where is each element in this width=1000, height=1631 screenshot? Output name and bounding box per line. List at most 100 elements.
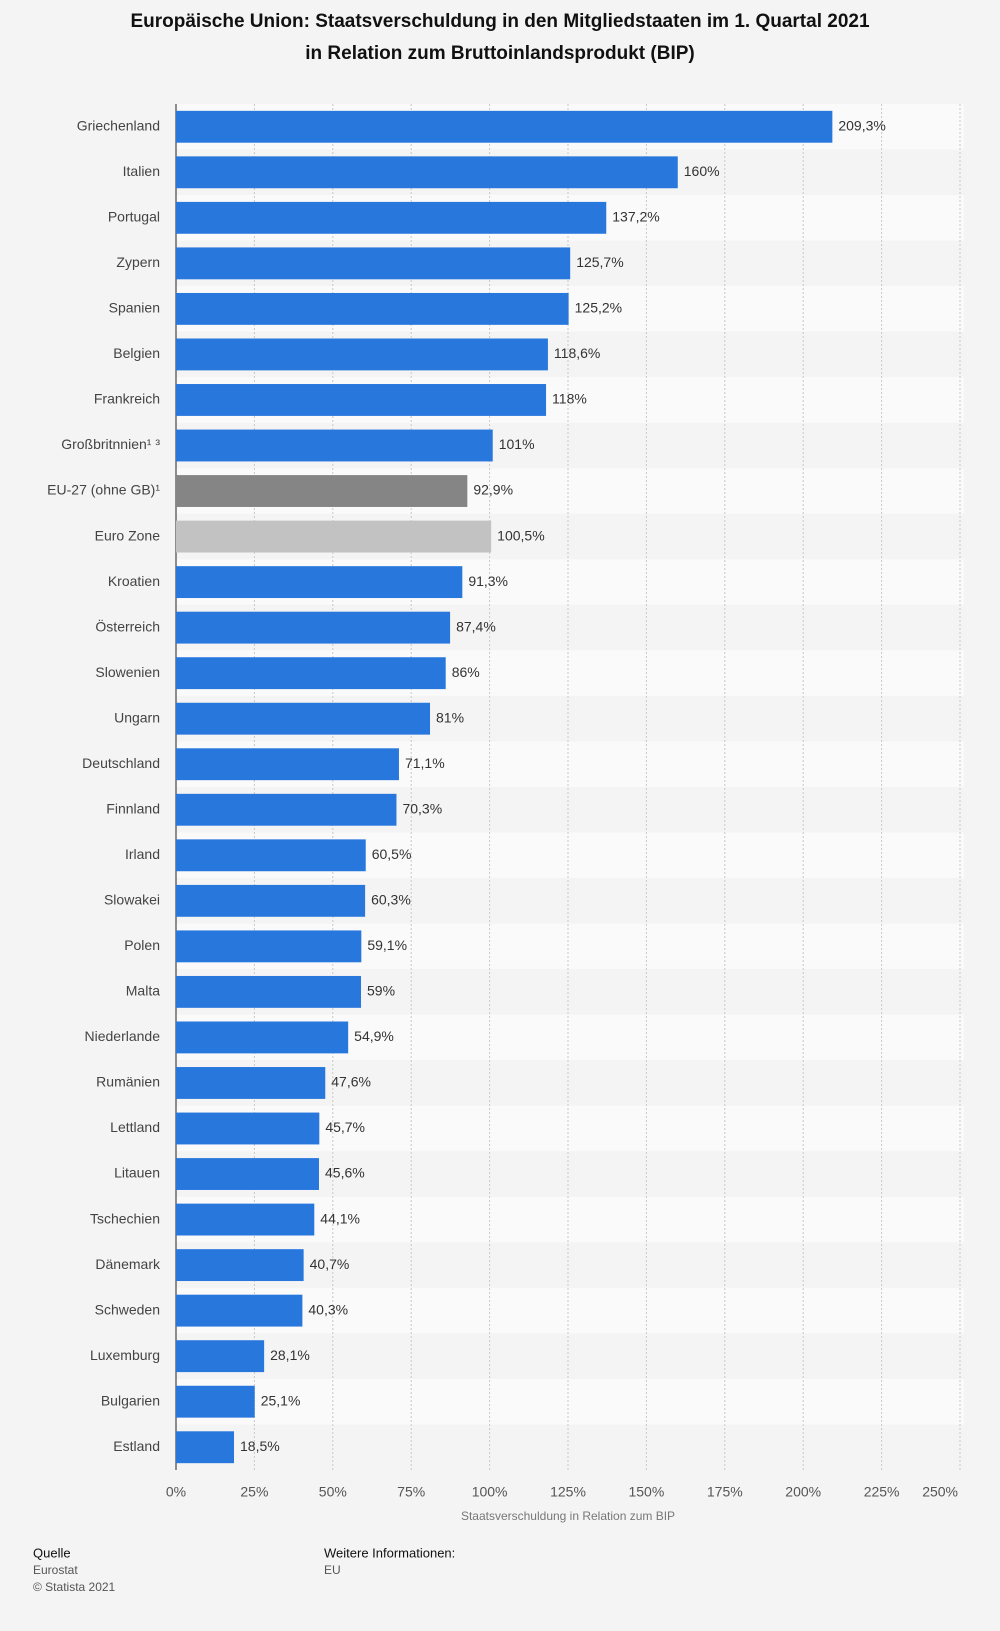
data-label: 60,3% — [371, 892, 411, 908]
chart-title-line: in Relation zum Bruttoinlandsprodukt (BI… — [305, 43, 694, 64]
data-label: 118,6% — [554, 345, 600, 361]
data-label: 47,6% — [331, 1074, 371, 1090]
y-tick-label: Bulgarien — [101, 1392, 160, 1408]
data-label: 209,3% — [838, 117, 885, 133]
data-label: 87,4% — [456, 618, 496, 634]
info-label: Weitere Informationen: — [324, 1545, 455, 1560]
bar — [176, 839, 366, 872]
bar — [176, 338, 548, 371]
bar — [176, 201, 607, 234]
data-label: 25,1% — [261, 1392, 301, 1408]
x-tick-label: 0% — [166, 1484, 186, 1500]
x-tick-label: 175% — [707, 1484, 743, 1500]
y-tick-label: Belgien — [113, 345, 160, 361]
y-tick-label: Malta — [126, 983, 160, 999]
bar — [176, 247, 571, 280]
bar — [176, 566, 463, 599]
bar — [176, 1067, 326, 1099]
y-tick-label: Lettland — [110, 1119, 160, 1135]
y-tick-label: Österreich — [95, 617, 160, 634]
y-tick-label: Luxemburg — [90, 1347, 160, 1363]
bar — [176, 520, 492, 553]
info: EU — [324, 1563, 341, 1577]
bar — [176, 748, 399, 781]
x-tick-label: 200% — [785, 1484, 821, 1500]
y-tick-label: Tschechien — [90, 1210, 160, 1226]
y-tick-label: Dänemark — [95, 1256, 161, 1272]
y-tick-label: EU-27 (ohne GB)¹ — [47, 482, 160, 498]
data-label: 70,3% — [402, 800, 442, 816]
y-tick-label: Finnland — [106, 800, 160, 816]
bar — [176, 384, 547, 416]
y-tick-label: Deutschland — [82, 755, 160, 771]
y-tick-label: Estland — [113, 1438, 160, 1454]
bar — [176, 611, 451, 644]
x-tick-label: 75% — [397, 1484, 425, 1500]
row-stripe — [176, 1242, 964, 1288]
bar — [176, 1021, 349, 1054]
bar — [176, 1431, 235, 1464]
bar — [176, 1158, 320, 1190]
bar — [176, 702, 431, 735]
bar — [176, 429, 493, 462]
row-stripe — [176, 1287, 964, 1334]
bar — [176, 793, 397, 826]
bar — [176, 930, 362, 963]
bar — [176, 1249, 304, 1282]
y-tick-label: Slowenien — [95, 664, 160, 680]
y-tick-label: Griechenland — [77, 117, 160, 133]
y-tick-label: Litauen — [114, 1165, 160, 1181]
x-tick-label: 25% — [240, 1484, 268, 1500]
data-label: 18,5% — [240, 1438, 280, 1454]
y-tick-label: Niederlande — [85, 1028, 161, 1044]
y-tick-label: Irland — [125, 846, 160, 862]
data-label: 86% — [452, 664, 480, 680]
bar — [176, 884, 366, 917]
bar — [176, 1112, 320, 1145]
data-label: 100,5% — [497, 527, 544, 543]
y-tick-label: Italien — [123, 163, 160, 179]
data-label: 45,7% — [325, 1119, 365, 1135]
row-stripe — [176, 1424, 964, 1470]
y-tick-label: Großbritnnien¹ ³ — [61, 436, 160, 452]
data-label: 101% — [499, 436, 535, 452]
x-tick-label: 150% — [628, 1484, 664, 1500]
bar — [176, 975, 362, 1008]
x-tick-label: 125% — [550, 1484, 586, 1500]
source-label: Quelle — [33, 1545, 71, 1560]
y-tick-label: Euro Zone — [95, 527, 161, 543]
y-tick-label: Portugal — [108, 209, 160, 225]
bar — [176, 1340, 265, 1373]
y-tick-label: Rumänien — [96, 1074, 160, 1090]
y-tick-label: Zypern — [116, 254, 160, 270]
data-label: 125,7% — [576, 254, 623, 270]
bar — [176, 156, 678, 189]
y-tick-label: Polen — [124, 937, 160, 953]
bar — [176, 657, 446, 690]
data-label: 92,9% — [473, 482, 513, 498]
y-tick-label: Spanien — [109, 300, 160, 316]
x-tick-label: 50% — [319, 1484, 347, 1500]
x-axis-label: Staatsverschuldung in Relation zum BIP — [461, 1509, 675, 1523]
data-label: 137,2% — [612, 209, 659, 225]
data-label: 59% — [367, 983, 395, 999]
y-tick-label: Frankreich — [94, 391, 160, 407]
data-label: 118% — [552, 391, 587, 407]
bar — [176, 1203, 315, 1236]
data-label: 91,3% — [468, 573, 508, 589]
data-label: 40,7% — [310, 1256, 350, 1272]
data-label: 81% — [436, 709, 464, 725]
data-label: 71,1% — [405, 755, 445, 771]
row-stripe — [176, 1378, 964, 1425]
bar — [176, 475, 468, 507]
data-label: 60,5% — [372, 846, 412, 862]
data-label: 28,1% — [270, 1347, 310, 1363]
x-tick-label: 250% — [922, 1484, 958, 1500]
copyright: © Statista 2021 — [33, 1580, 116, 1594]
bar — [176, 292, 569, 325]
data-label: 160% — [684, 163, 720, 179]
data-label: 44,1% — [320, 1210, 360, 1226]
y-tick-label: Ungarn — [114, 709, 160, 725]
bar — [176, 1294, 303, 1327]
